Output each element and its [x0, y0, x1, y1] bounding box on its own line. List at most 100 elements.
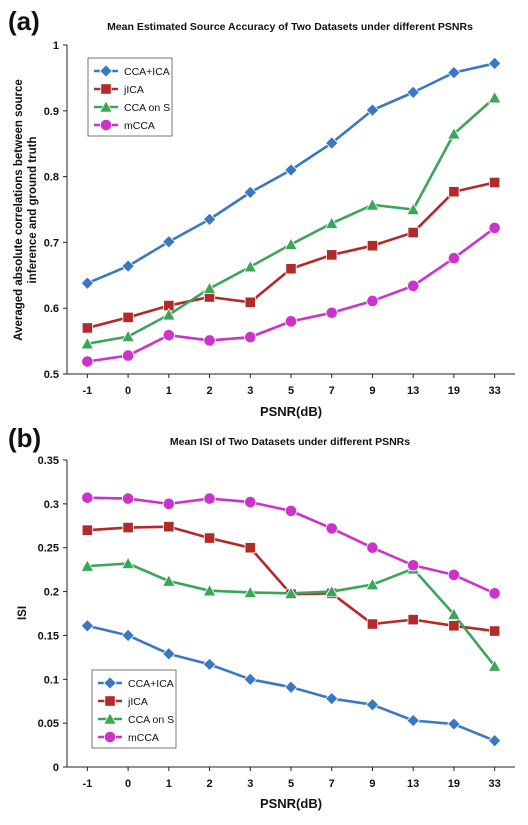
data-point — [244, 331, 257, 344]
data-point — [406, 713, 420, 728]
data-point — [121, 259, 135, 273]
chart-title: Mean ISI of Two Datasets under different… — [170, 436, 410, 448]
data-point — [122, 311, 134, 324]
y-axis-label: ISI — [17, 606, 29, 620]
data-point — [406, 202, 421, 216]
data-point — [243, 185, 258, 200]
data-point — [285, 263, 297, 275]
legend-swatch-marker — [99, 118, 113, 132]
data-point — [162, 329, 175, 342]
series-cca-on-s — [80, 90, 502, 350]
legend-label: jICA — [123, 84, 144, 96]
data-point — [243, 672, 258, 687]
series-jica — [81, 176, 501, 334]
legend-swatch-marker — [104, 695, 116, 707]
panel-label: (b) — [8, 423, 41, 453]
data-point — [366, 541, 379, 554]
x-tick-label: 13 — [407, 385, 419, 397]
data-point — [407, 614, 419, 626]
series-line — [87, 562, 496, 667]
data-point — [284, 586, 298, 599]
series-line — [87, 525, 495, 633]
data-point — [162, 497, 175, 510]
data-point — [121, 349, 135, 362]
x-axis-label: PSNR(dB) — [260, 796, 322, 811]
data-point — [448, 620, 460, 632]
x-tick-label: 9 — [369, 778, 375, 790]
data-point — [366, 618, 379, 630]
y-tick-label: 0.1 — [44, 674, 59, 686]
data-point — [366, 240, 379, 252]
data-point — [202, 657, 217, 672]
data-point — [162, 234, 176, 249]
data-point — [365, 697, 380, 712]
data-point — [324, 584, 339, 598]
legend: CCA+ICA jICA CCA on S mCCA — [87, 57, 173, 137]
x-tick-label: 2 — [206, 778, 212, 790]
y-axis-label: Averaged absolute correlations between s… — [13, 79, 39, 341]
data-point — [365, 197, 380, 211]
data-point — [203, 492, 216, 505]
series-cca-ica — [80, 619, 502, 748]
x-tick-label: 1 — [166, 778, 172, 790]
data-point — [244, 542, 256, 554]
x-tick-label: 33 — [489, 385, 501, 397]
data-point — [284, 315, 298, 328]
chart-panel-a: (a) Mean Estimated Source Accuracy of Two… — [8, 6, 515, 419]
legend-label: mCCA — [124, 120, 155, 132]
y-tick-label: 0.05 — [38, 718, 59, 730]
data-point — [243, 259, 258, 273]
y-axis-label-line: Averaged absolute correlations between s… — [13, 79, 25, 341]
data-point — [163, 521, 175, 533]
data-point — [365, 103, 380, 117]
y-tick-label: 0 — [53, 762, 59, 774]
y-tick-label: 0.35 — [38, 455, 59, 467]
legend-swatch-marker — [103, 730, 117, 744]
y-axis-label-line: inference and ground truth — [27, 137, 39, 284]
data-point — [284, 504, 298, 517]
y-tick-label: 0.6 — [44, 303, 59, 315]
data-point — [121, 492, 135, 505]
data-point — [284, 680, 298, 694]
x-tick-label: 13 — [407, 778, 419, 790]
data-point — [80, 619, 95, 633]
data-point — [162, 647, 176, 661]
legend-swatch-marker — [100, 83, 112, 95]
data-point — [81, 524, 93, 536]
y-tick-label: 0.5 — [44, 369, 59, 381]
data-point — [244, 296, 256, 308]
x-tick-label: 0 — [125, 385, 131, 397]
legend-swatch-marker — [99, 64, 113, 78]
data-point — [244, 496, 257, 509]
x-tick-label: 3 — [247, 778, 253, 790]
data-point — [324, 136, 339, 150]
legend: CCA+ICA jICA CCA on S mCCA — [91, 669, 177, 749]
data-point — [202, 583, 217, 597]
data-point — [202, 281, 217, 295]
data-point — [407, 226, 419, 239]
legend-swatch-marker — [103, 676, 117, 690]
data-point — [447, 568, 461, 582]
y-tick-label: 0.8 — [44, 172, 59, 184]
series-jica — [81, 521, 501, 637]
x-tick-label: 1 — [166, 385, 172, 397]
chart-title: Mean Estimated Source Accuracy of Two Da… — [107, 21, 473, 33]
legend-label: CCA+ICA — [124, 66, 170, 78]
x-tick-label: 3 — [247, 385, 253, 397]
data-point — [488, 587, 501, 600]
x-tick-label: 19 — [448, 385, 460, 397]
x-axis-label: PSNR(dB) — [260, 404, 322, 419]
data-point — [203, 334, 216, 347]
data-point — [161, 307, 176, 321]
legend-label: CCA on S — [128, 714, 174, 726]
x-tick-label: 2 — [206, 385, 212, 397]
x-tick-label: -1 — [82, 385, 92, 397]
data-point — [81, 322, 93, 334]
data-point — [80, 336, 95, 350]
data-point — [366, 294, 379, 308]
chart-panel-b: (b) Mean ISI of Two Datasets under differ… — [8, 423, 515, 811]
data-point — [80, 559, 95, 572]
data-point — [487, 90, 502, 104]
legend-label: CCA on S — [124, 102, 170, 114]
legend-swatch-marker — [103, 711, 117, 725]
